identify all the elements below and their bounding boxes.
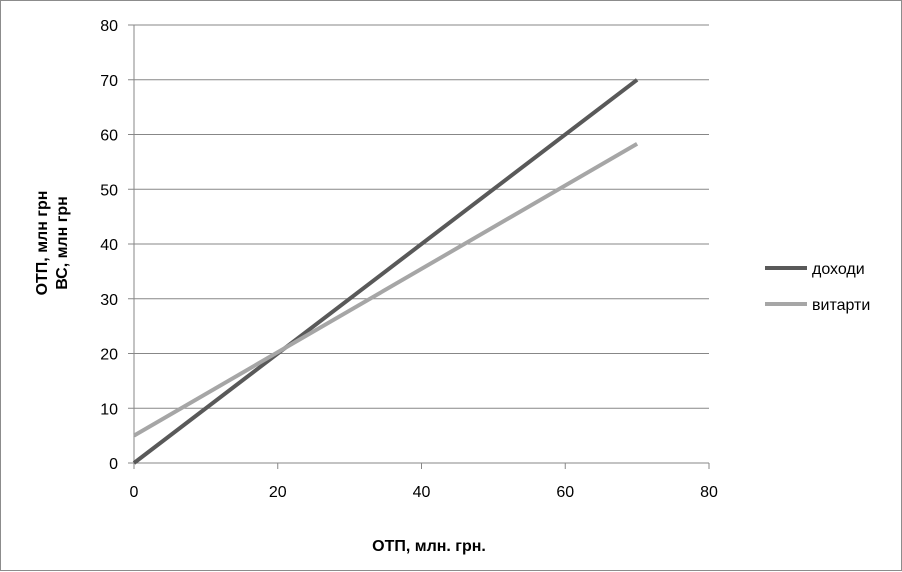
y-tick-label-60: 60 xyxy=(100,128,118,145)
y-tick-label-30: 30 xyxy=(100,292,118,309)
y-axis-title-line-1: ОТП, млн грн xyxy=(34,191,51,296)
x-axis-title: ОТП, млн. грн. xyxy=(372,538,486,555)
y-tick-label-10: 10 xyxy=(100,401,118,418)
y-tick-label-40: 40 xyxy=(100,237,118,254)
y-tick-label-0: 0 xyxy=(109,456,118,473)
x-tick-label-20: 20 xyxy=(269,484,287,501)
series-line-vytarty xyxy=(132,142,639,438)
x-tick-label-80: 80 xyxy=(700,484,718,501)
y-tick-label-50: 50 xyxy=(100,182,118,199)
y-tick-label-70: 70 xyxy=(100,73,118,90)
legend-label-vytarty: витарти xyxy=(812,297,870,314)
series-lines xyxy=(132,78,639,465)
y-tick-label-20: 20 xyxy=(100,347,118,364)
x-tick-label-40: 40 xyxy=(413,484,431,501)
axes xyxy=(128,24,710,469)
x-tick-label-0: 0 xyxy=(130,484,139,501)
legend-item-vytarty: витарти xyxy=(765,297,870,314)
series-line-dokhody xyxy=(132,78,639,465)
gridlines xyxy=(134,24,709,409)
y-tick-label-80: 80 xyxy=(100,18,118,35)
legend-item-dokhody: доходи xyxy=(765,261,865,278)
legend: доходи витарти xyxy=(765,261,870,314)
legend-label-dokhody: доходи xyxy=(812,261,865,278)
x-tick-label-60: 60 xyxy=(556,484,574,501)
tick-labels: 0 10 20 30 40 50 60 70 80 0 20 40 60 80 xyxy=(100,18,718,501)
y-axis-title: ОТП, млн грн ВС, млн грн xyxy=(34,191,71,296)
y-axis-title-line-2: ВС, млн грн xyxy=(54,196,71,290)
